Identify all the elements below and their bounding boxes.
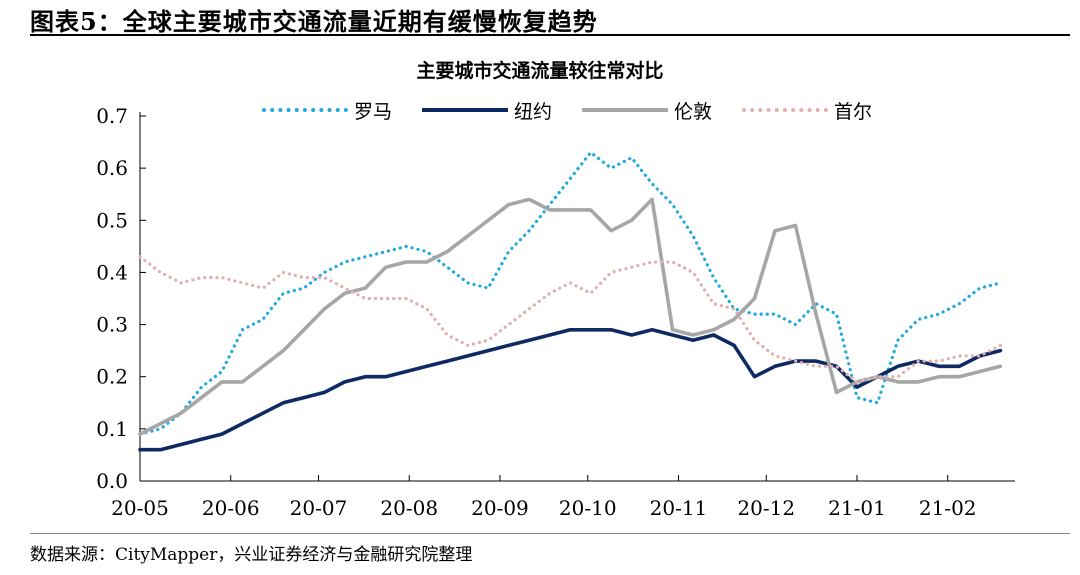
x-tick-label: 20-10	[559, 496, 617, 520]
x-tick-label: 20-09	[471, 496, 529, 520]
y-tick-label: 0.0	[96, 469, 128, 493]
x-tick-label: 20-11	[650, 496, 708, 520]
legend-label-1: 罗马	[354, 100, 393, 123]
chart-title: 主要城市交通流量较往常对比	[416, 60, 664, 82]
footer-divider	[30, 533, 1070, 534]
y-tick-label: 0.7	[96, 104, 128, 128]
x-tick-label: 21-01	[828, 496, 886, 520]
x-tick-label: 20-06	[202, 496, 260, 520]
series-line-3	[138, 197, 1003, 436]
series-line-1	[138, 150, 1003, 436]
legend-item-3: 伦敦	[582, 97, 712, 123]
legend-label-2: 纽约	[514, 100, 553, 123]
header-divider	[30, 34, 1070, 36]
source-note: 数据来源：CityMapper，兴业证券经济与金融研究院整理	[30, 545, 473, 565]
y-tick-label: 0.3	[96, 313, 128, 337]
legend-label-4: 首尔	[834, 100, 873, 123]
y-tick-label: 0.6	[96, 156, 128, 180]
figure-header: 图表5：全球主要城市交通流量近期有缓慢恢复趋势	[30, 0, 1070, 36]
legend-label-3: 伦敦	[674, 100, 713, 123]
legend-swatch-3	[582, 108, 669, 112]
legend-item-4: 首尔	[742, 97, 872, 123]
chart-legend: 罗马 纽约 伦敦 首尔	[262, 97, 902, 123]
legend-item-1: 罗马	[262, 97, 392, 123]
chart-area: 0.0 0.1 0.2 0.3 0.4 0.5 0.6 0.7 20-05 20-06 20-07 2…	[0, 40, 1080, 530]
y-tick-label: 0.2	[96, 365, 128, 389]
y-tick-label: 0.5	[96, 208, 128, 232]
x-tick-label: 20-05	[111, 496, 169, 520]
legend-item-2: 纽约	[422, 97, 552, 123]
x-tick-label: 20-08	[380, 496, 438, 520]
x-tick-label: 20-12	[737, 496, 795, 520]
legend-swatch-2	[422, 108, 509, 112]
x-tick-label: 21-02	[919, 496, 977, 520]
series-line-4	[138, 255, 1003, 384]
line-chart: 0.0 0.1 0.2 0.3 0.4 0.5 0.6 0.7 20-05 20-06 20-07 2…	[96, 104, 1015, 520]
x-tick-label: 20-07	[290, 496, 348, 520]
figure-title: 图表5：全球主要城市交通流量近期有缓慢恢复趋势	[30, 7, 598, 36]
legend-swatch-1	[262, 108, 348, 112]
y-tick-label: 0.4	[96, 260, 128, 284]
series-line-2	[138, 327, 1003, 452]
y-tick-label: 0.1	[96, 417, 128, 441]
legend-swatch-4	[742, 108, 829, 112]
